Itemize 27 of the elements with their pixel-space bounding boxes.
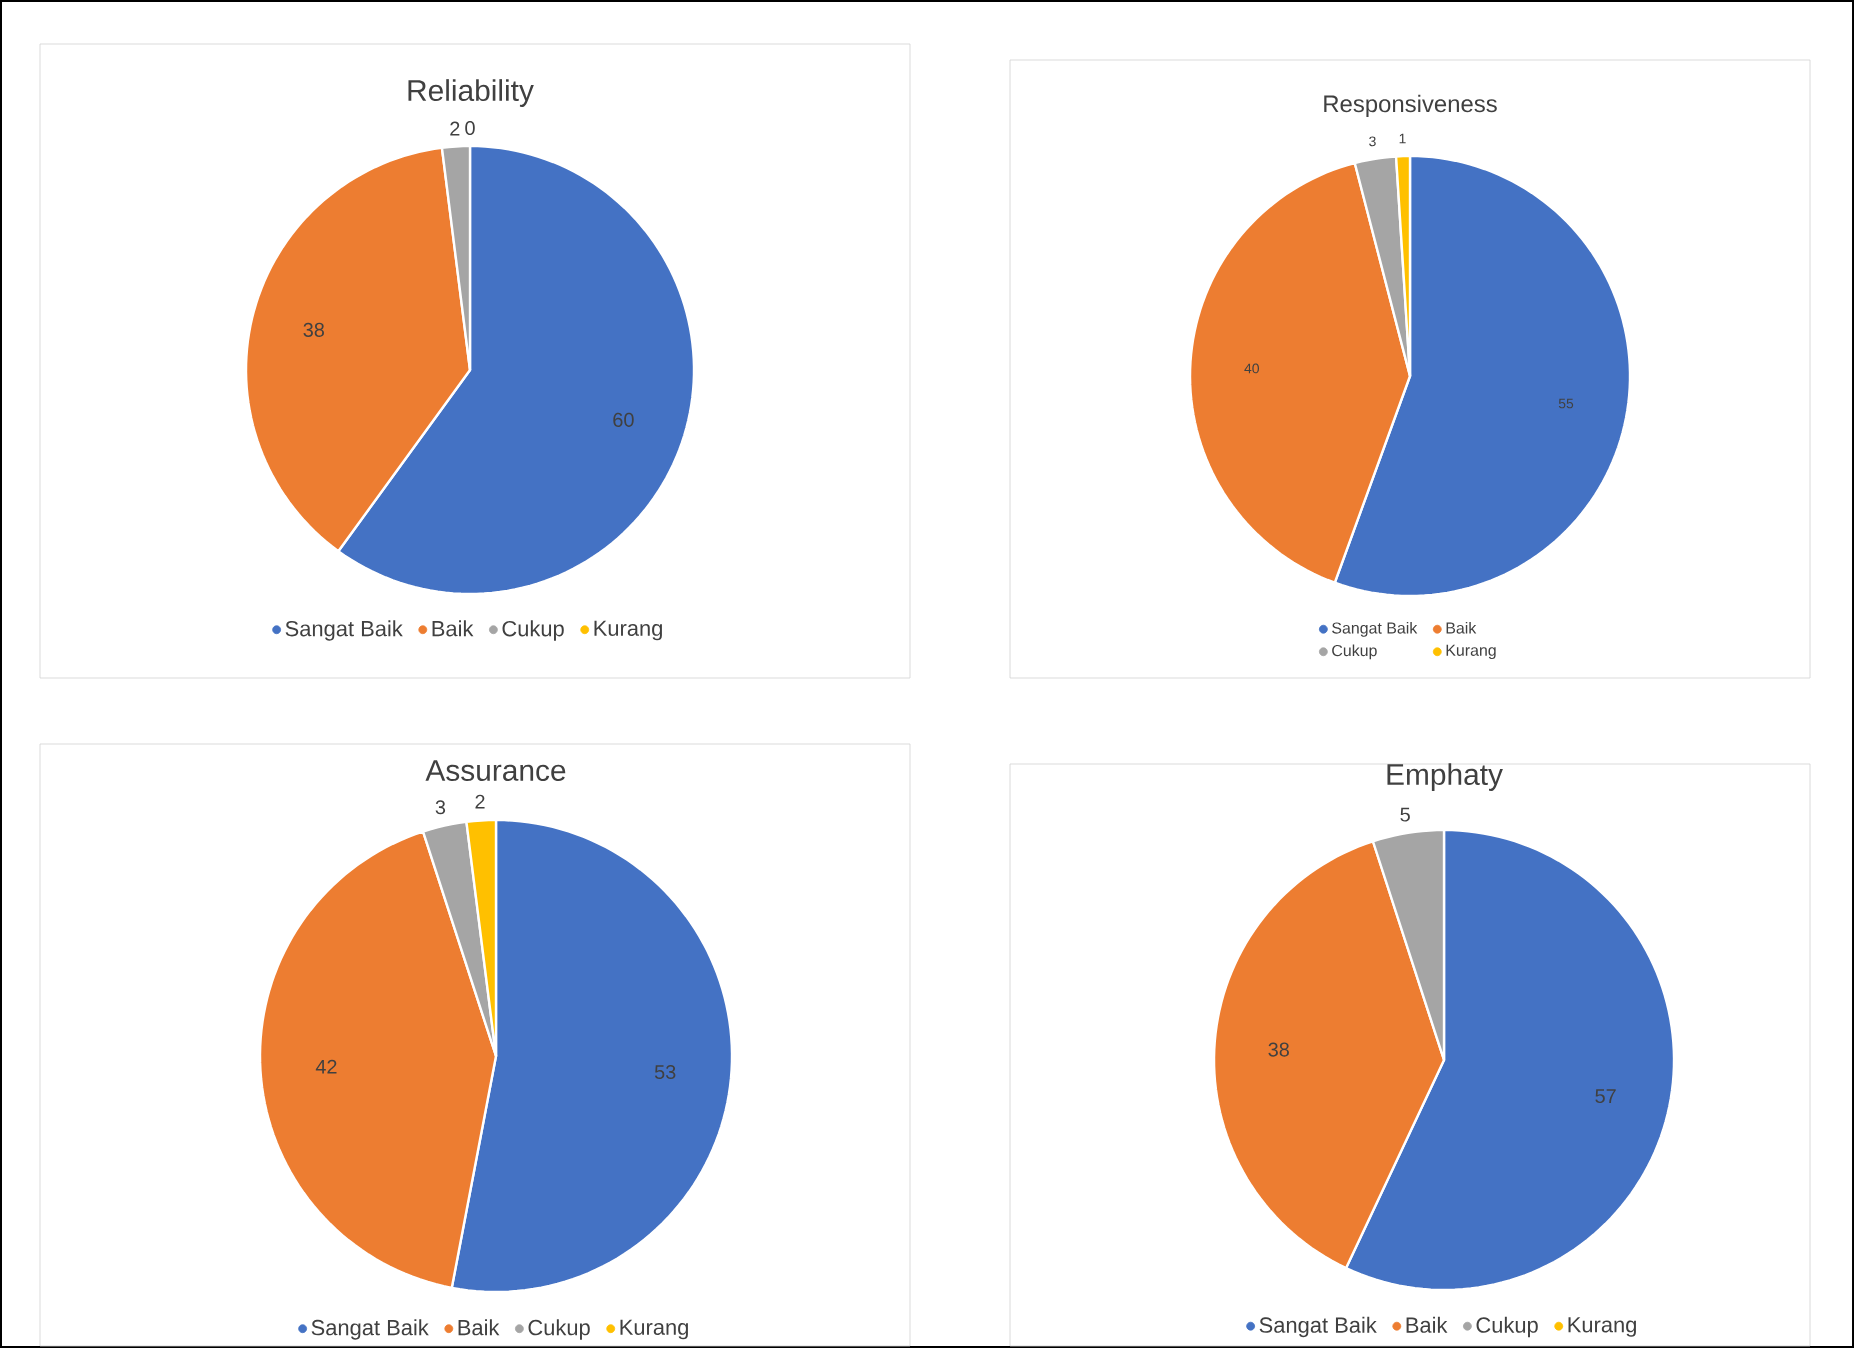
legend-label: Sangat Baik [285, 620, 403, 641]
legend-label: Kurang [620, 1319, 688, 1340]
legend-label: Baik [432, 620, 474, 637]
data-label: 60 [613, 412, 634, 427]
legend-label: Kurang [594, 620, 662, 641]
chart-title: Responsiveness [1324, 94, 1497, 117]
data-label: 38 [303, 322, 324, 337]
data-label: 38 [1268, 1042, 1289, 1057]
data-label: 5 [1400, 807, 1410, 822]
data-label: 53 [654, 1064, 676, 1080]
legend-label: Sangat Baik [311, 1319, 429, 1340]
data-label: 42 [315, 1059, 337, 1074]
legend-label: Sangat Baik [1259, 1316, 1377, 1338]
chart-title: Reliability [408, 79, 534, 107]
legend-label: Cukup [502, 620, 564, 641]
text: 0 [465, 121, 475, 136]
data-label: 2 [450, 121, 460, 136]
chart-title: Emphaty [1387, 763, 1503, 791]
legend-label: Baik [458, 1319, 500, 1336]
data-label: 3 [435, 800, 446, 815]
data-label: 2 [475, 794, 485, 809]
legend-label: Baik [1406, 1316, 1448, 1333]
legend-label: Cukup [528, 1319, 590, 1340]
data-label: 57 [1595, 1089, 1616, 1104]
legend-label: Kurang [1568, 1317, 1636, 1337]
legend-label: Cukup [1476, 1316, 1538, 1338]
chart-title: Assurance [425, 760, 566, 781]
